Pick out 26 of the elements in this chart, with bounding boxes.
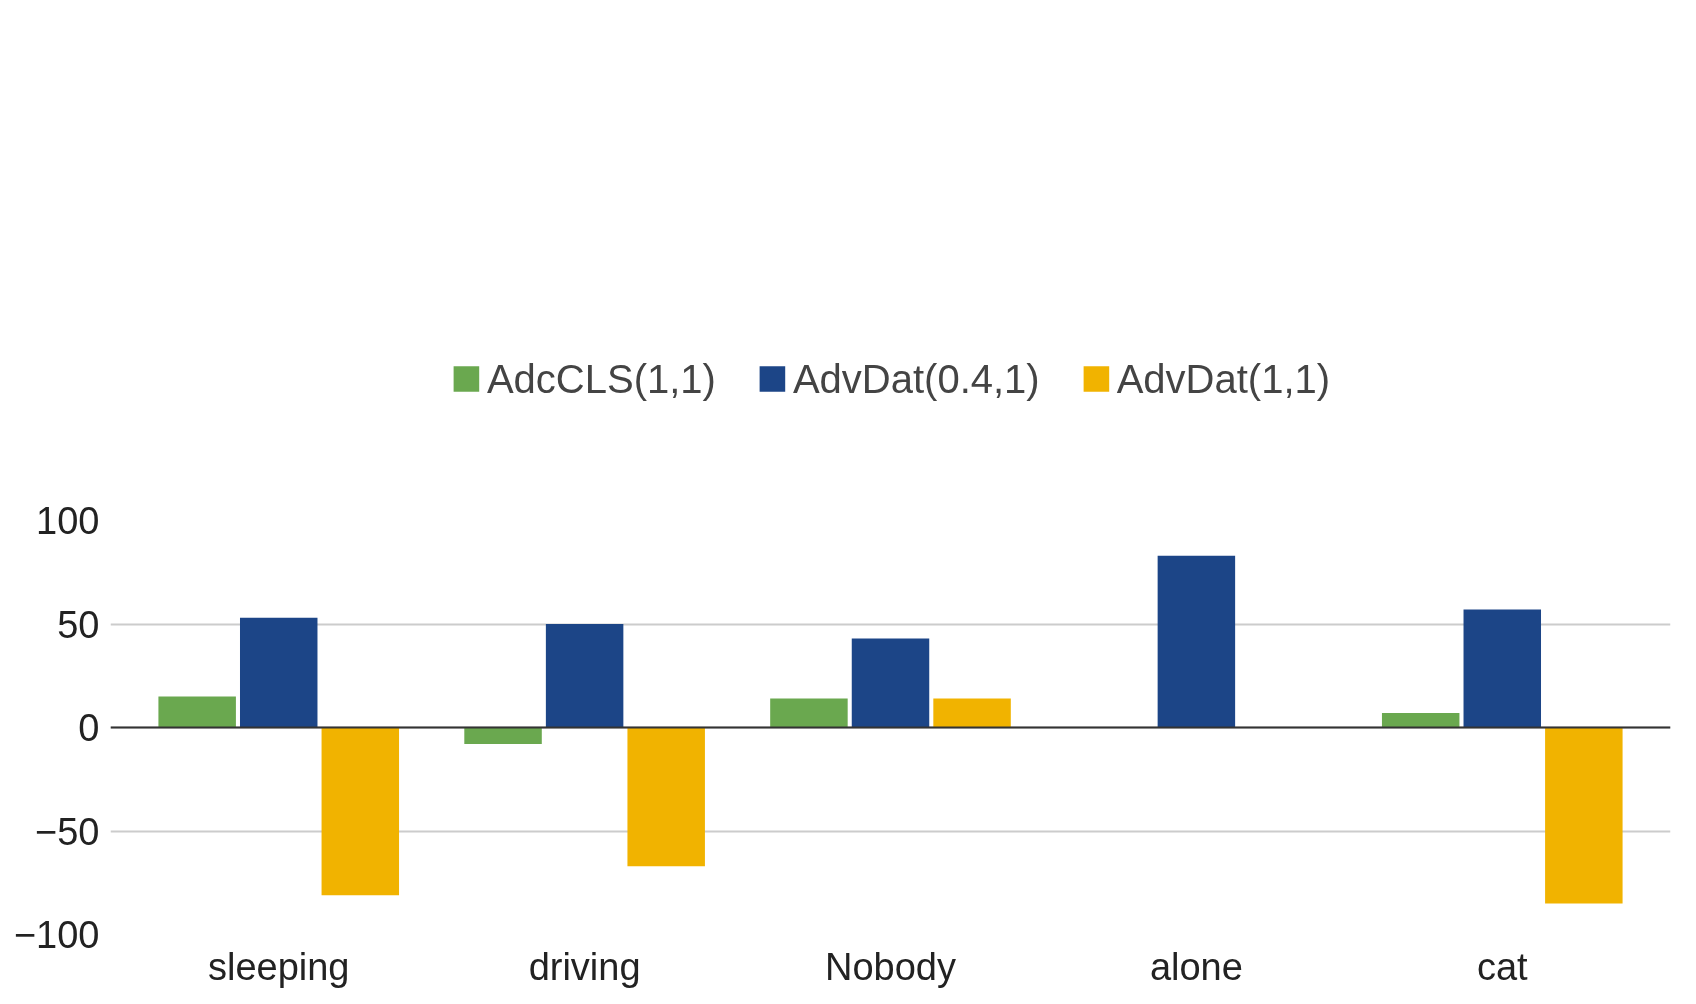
y-tick-label: 0 bbox=[78, 707, 100, 749]
bar bbox=[464, 727, 542, 745]
x-tick-label: Nobody bbox=[825, 945, 956, 988]
x-tick-label: sleeping bbox=[207, 945, 350, 988]
bar bbox=[1545, 727, 1623, 904]
bar bbox=[627, 727, 705, 867]
legend-label: AdcCLS(1,1) bbox=[486, 356, 716, 402]
x-tick-label: cat bbox=[1476, 945, 1529, 988]
bar bbox=[1157, 555, 1236, 728]
bar bbox=[1381, 713, 1460, 728]
x-tick-label: driving bbox=[528, 945, 641, 988]
legend-label: AdvDat(1,1) bbox=[1116, 356, 1331, 402]
bar bbox=[1463, 609, 1542, 728]
bar bbox=[321, 727, 400, 896]
y-tick-label: 100 bbox=[36, 500, 100, 542]
bar bbox=[933, 698, 1011, 728]
legend-label: AdvDat(0.4,1) bbox=[792, 356, 1040, 402]
y-tick-label: −50 bbox=[35, 810, 100, 853]
y-tick-label: 50 bbox=[57, 603, 100, 646]
bar bbox=[770, 698, 848, 728]
bar bbox=[158, 696, 236, 728]
y-tick-label: −100 bbox=[13, 914, 100, 956]
x-tick-label: alone bbox=[1149, 945, 1243, 988]
bar bbox=[239, 617, 318, 728]
bar bbox=[851, 638, 930, 728]
bar bbox=[545, 624, 624, 728]
